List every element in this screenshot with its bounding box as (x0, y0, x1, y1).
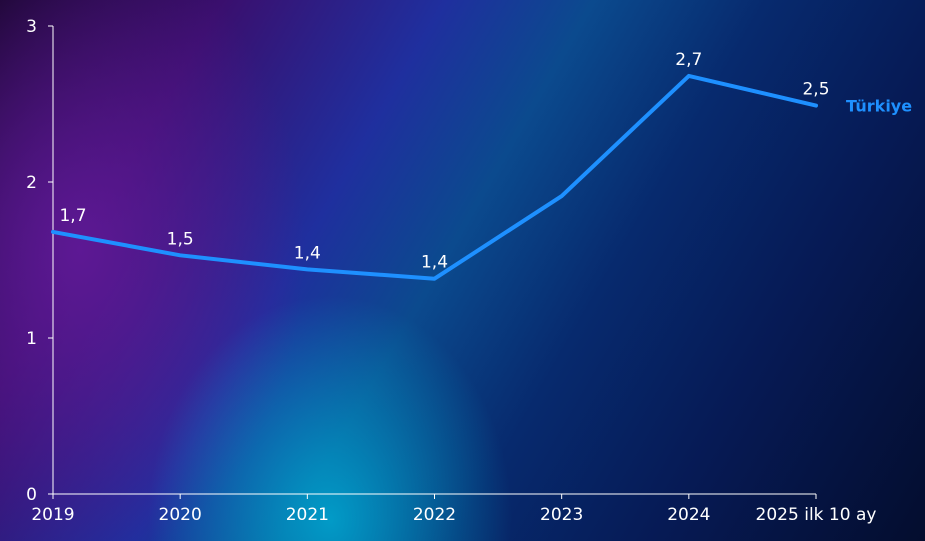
series-name-label: Türkiye (846, 97, 912, 116)
x-tick-label: 2019 (31, 505, 74, 525)
y-tick-label: 1 (26, 329, 37, 349)
x-axis-ticks: 2019 2020 2021 2022 2023 2024 2025 ilk 10 ay (31, 494, 876, 525)
data-label: 2,7 (675, 50, 702, 70)
x-tick-label: 2021 (286, 505, 329, 525)
x-tick-label: 2025 ilk 10 ay (756, 505, 877, 525)
y-tick-label: 0 (26, 485, 37, 505)
x-tick-label: 2023 (540, 505, 583, 525)
x-tick-label: 2020 (159, 505, 202, 525)
data-label: 1,5 (167, 229, 194, 249)
y-tick-label: 3 (26, 17, 37, 37)
data-label: 1,4 (421, 253, 448, 273)
data-labels: 1,7 1,5 1,4 1,4 2,7 2,5 (59, 50, 829, 273)
x-tick-label: 2022 (413, 505, 456, 525)
x-tick-label: 2024 (667, 505, 710, 525)
data-label: 2,5 (802, 80, 829, 100)
y-axis-ticks: 0 1 2 3 (26, 17, 53, 505)
data-label: 1,4 (294, 243, 321, 263)
data-label: 1,7 (59, 206, 86, 226)
y-tick-label: 2 (26, 173, 37, 193)
chart-series (51, 73, 818, 281)
